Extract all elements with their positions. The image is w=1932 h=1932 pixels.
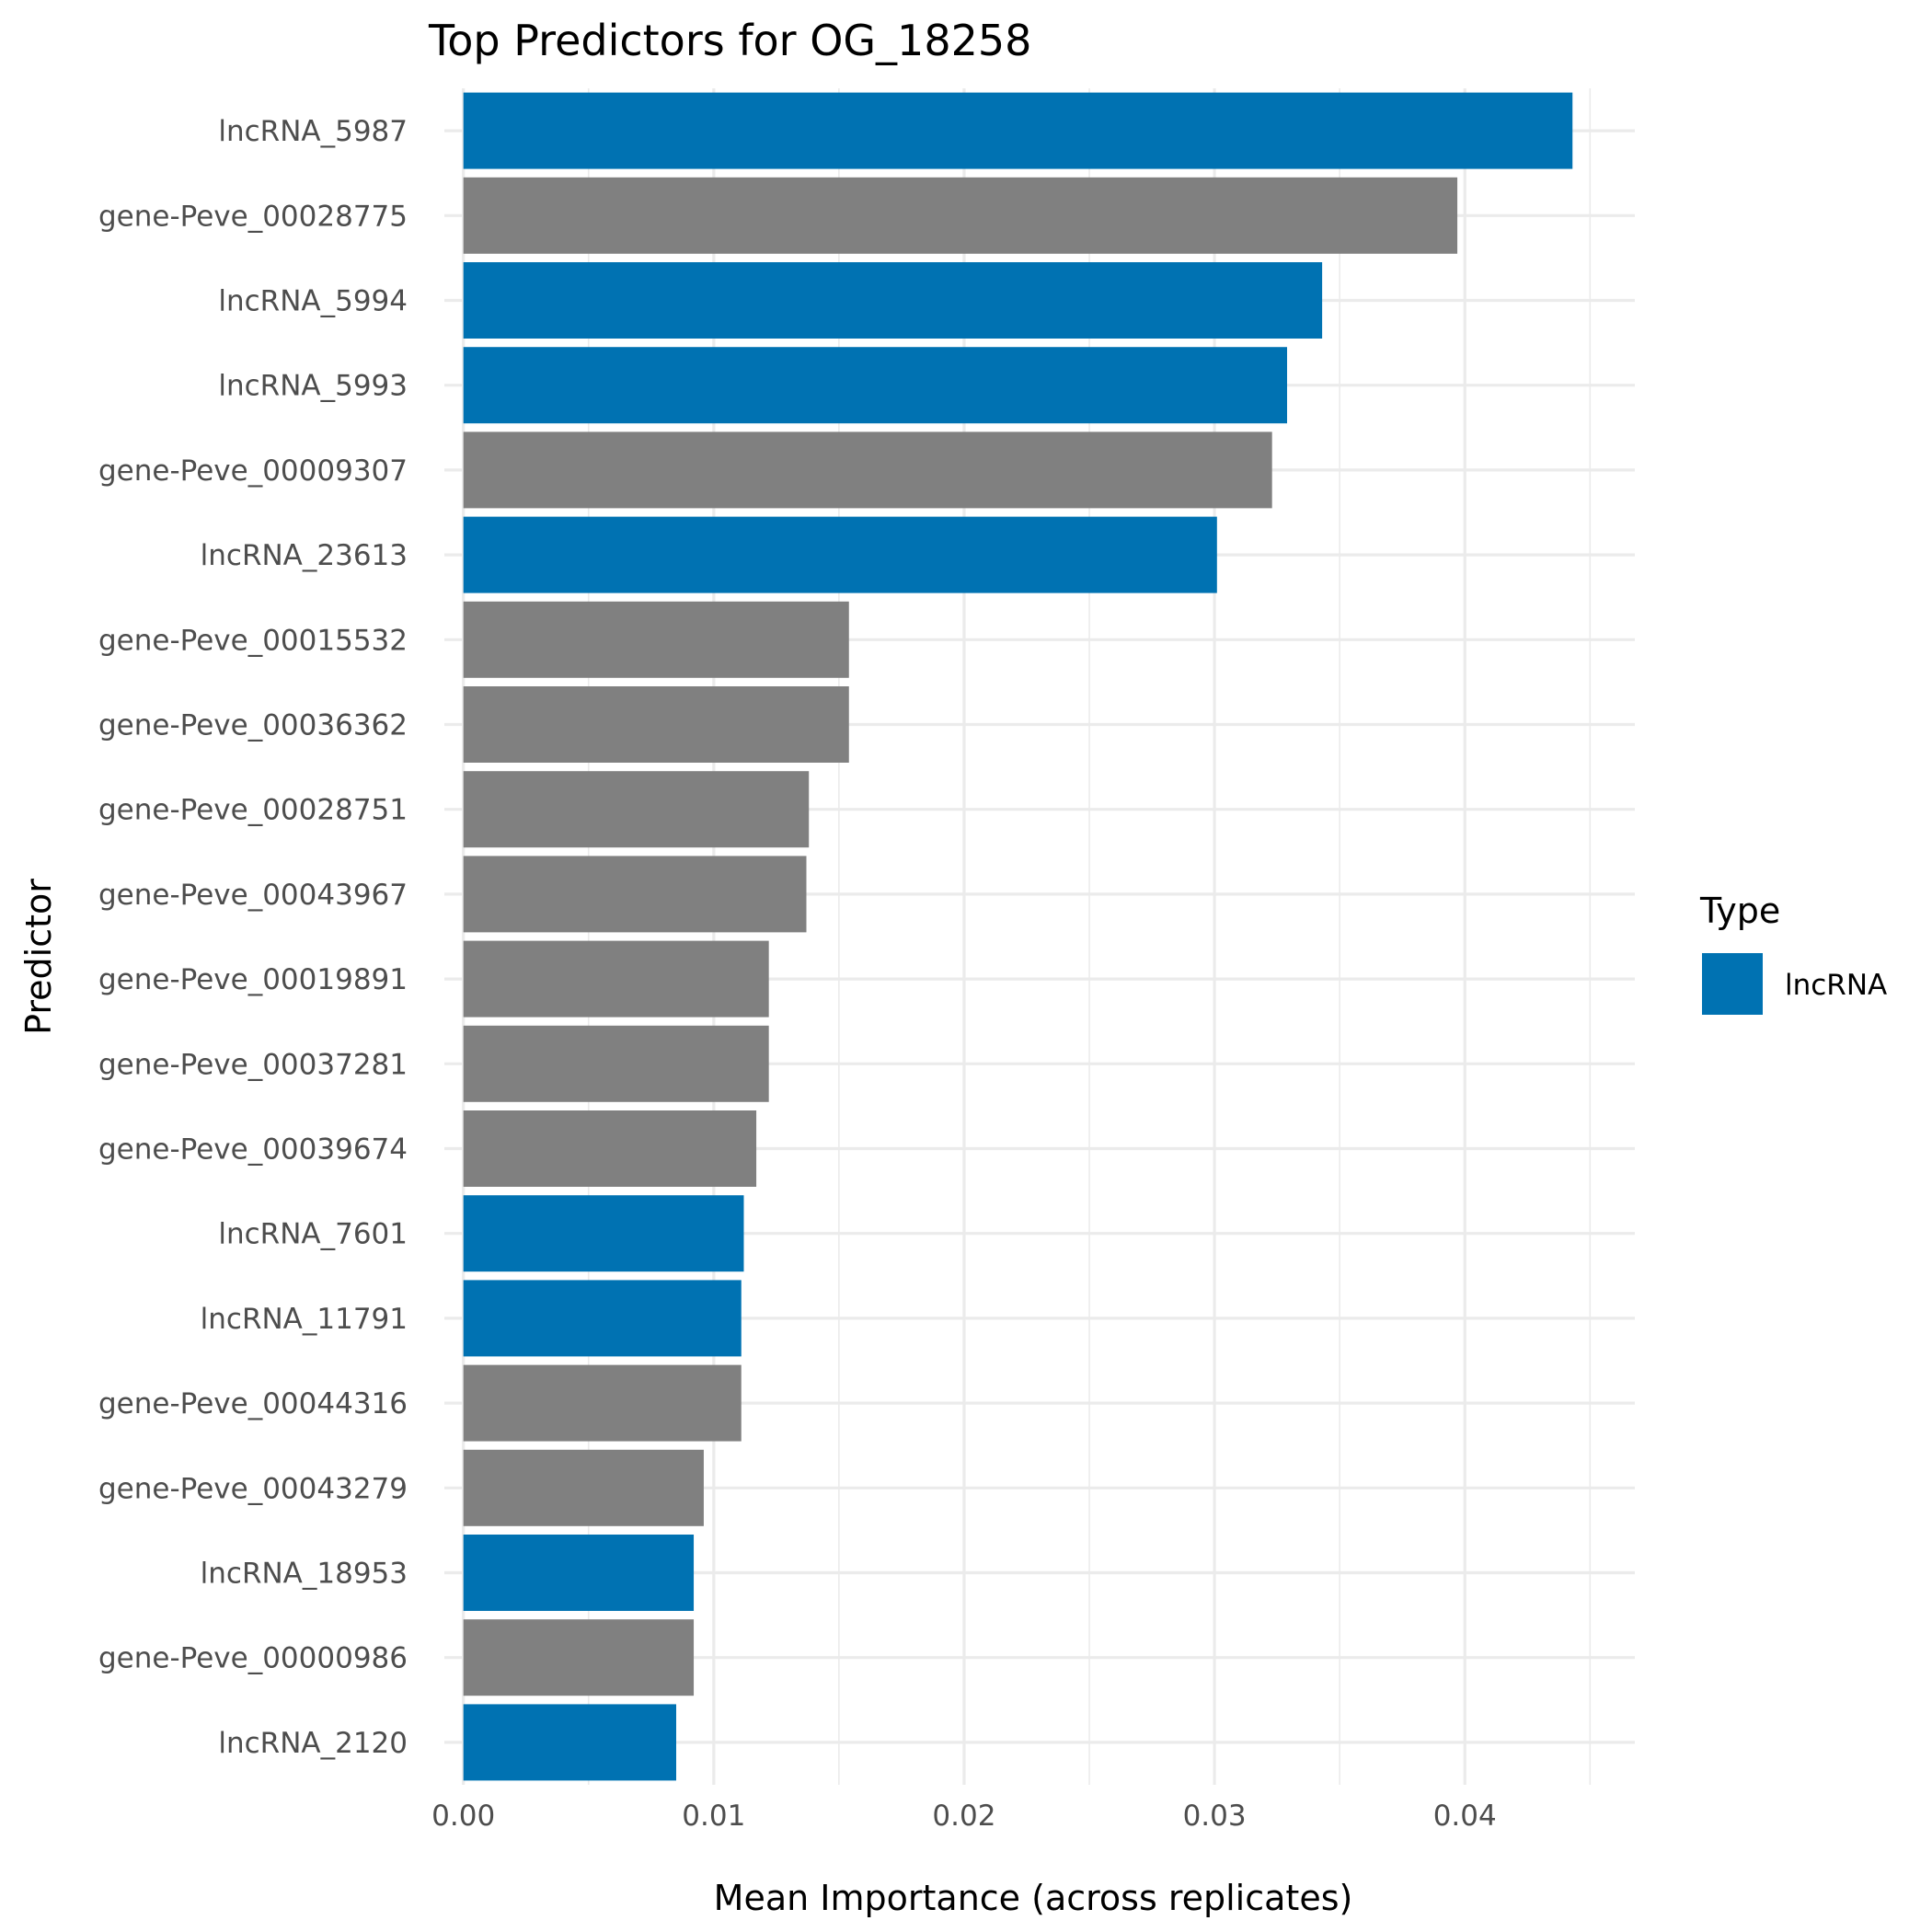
bar-gene-peve-00015532 <box>463 601 849 678</box>
bar-gene-peve-00019891 <box>463 940 769 1018</box>
bar-lncrna-11791 <box>463 1280 742 1357</box>
y-tick-label: lncRNA_7601 <box>218 1218 408 1251</box>
x-axis-tick-labels: 0.00 0.01 0.02 0.03 0.04 <box>431 1800 1497 1833</box>
y-tick-label: gene-Peve_00019891 <box>98 963 408 996</box>
legend-label-lncrna: lncRNA <box>1785 969 1887 1002</box>
y-tick-label: lncRNA_5994 <box>218 285 408 318</box>
bar-lncrna-5994 <box>463 262 1323 339</box>
y-tick-label: lncRNA_2120 <box>218 1727 408 1760</box>
y-tick-label: gene-Peve_00037281 <box>98 1048 408 1081</box>
grid-lines <box>444 88 1635 1785</box>
bar-gene-peve-00028751 <box>463 771 810 848</box>
bar-lncrna-5993 <box>463 347 1288 424</box>
y-tick-label: lncRNA_18953 <box>201 1558 408 1591</box>
y-tick-label: lncRNA_5987 <box>218 115 408 148</box>
y-tick-label: gene-Peve_00028775 <box>98 200 408 233</box>
bar-lncrna-7601 <box>463 1195 744 1272</box>
legend-key-lncrna <box>1702 953 1763 1015</box>
y-tick-label: gene-Peve_00036362 <box>98 709 408 742</box>
bar-gene-peve-00043967 <box>463 856 807 933</box>
bar-gene-peve-00028775 <box>463 177 1458 254</box>
y-tick-label: gene-Peve_00043279 <box>98 1472 408 1505</box>
y-tick-label: lncRNA_11791 <box>201 1303 408 1336</box>
x-tick-label: 0.00 <box>431 1800 495 1833</box>
legend-title: Type <box>1699 891 1780 931</box>
x-tick-label: 0.03 <box>1183 1800 1247 1833</box>
x-axis-title: Mean Importance (across replicates) <box>714 1878 1353 1918</box>
y-tick-label: gene-Peve_00044316 <box>98 1387 408 1420</box>
chart-title: Top Predictors for OG_18258 <box>428 16 1031 65</box>
y-tick-label: lncRNA_23613 <box>201 539 408 572</box>
bar-gene-peve-00044316 <box>463 1364 742 1442</box>
bar-gene-peve-00037281 <box>463 1025 769 1102</box>
bar-gene-peve-00009307 <box>463 431 1272 509</box>
x-tick-label: 0.04 <box>1433 1800 1497 1833</box>
bar-lncrna-5987 <box>463 92 1573 169</box>
y-axis-tick-labels: lncRNA_5987 gene-Peve_00028775 lncRNA_5994… <box>98 115 408 1760</box>
bar-lncrna-23613 <box>463 516 1217 593</box>
bar-gene-peve-00043279 <box>463 1449 704 1526</box>
bars <box>463 92 1573 1781</box>
y-tick-label: gene-Peve_00039674 <box>98 1133 408 1167</box>
bar-gene-peve-00039674 <box>463 1110 757 1187</box>
y-tick-label: gene-Peve_00028751 <box>98 794 408 827</box>
bar-gene-peve-00036362 <box>463 686 849 763</box>
y-tick-label: gene-Peve_00043967 <box>98 879 408 912</box>
y-tick-label: gene-Peve_00009307 <box>98 454 408 488</box>
x-tick-label: 0.01 <box>682 1800 745 1833</box>
bar-lncrna-18953 <box>463 1535 695 1611</box>
bar-lncrna-2120 <box>463 1704 676 1781</box>
legend: Type lncRNA <box>1699 891 1887 1015</box>
bar-gene-peve-00000986 <box>463 1619 695 1696</box>
y-tick-label: gene-Peve_00015532 <box>98 624 408 657</box>
y-axis-title: Predictor <box>18 879 59 1035</box>
y-tick-label: gene-Peve_00000986 <box>98 1642 408 1675</box>
x-tick-label: 0.02 <box>932 1800 995 1833</box>
y-tick-label: lncRNA_5993 <box>218 370 408 403</box>
